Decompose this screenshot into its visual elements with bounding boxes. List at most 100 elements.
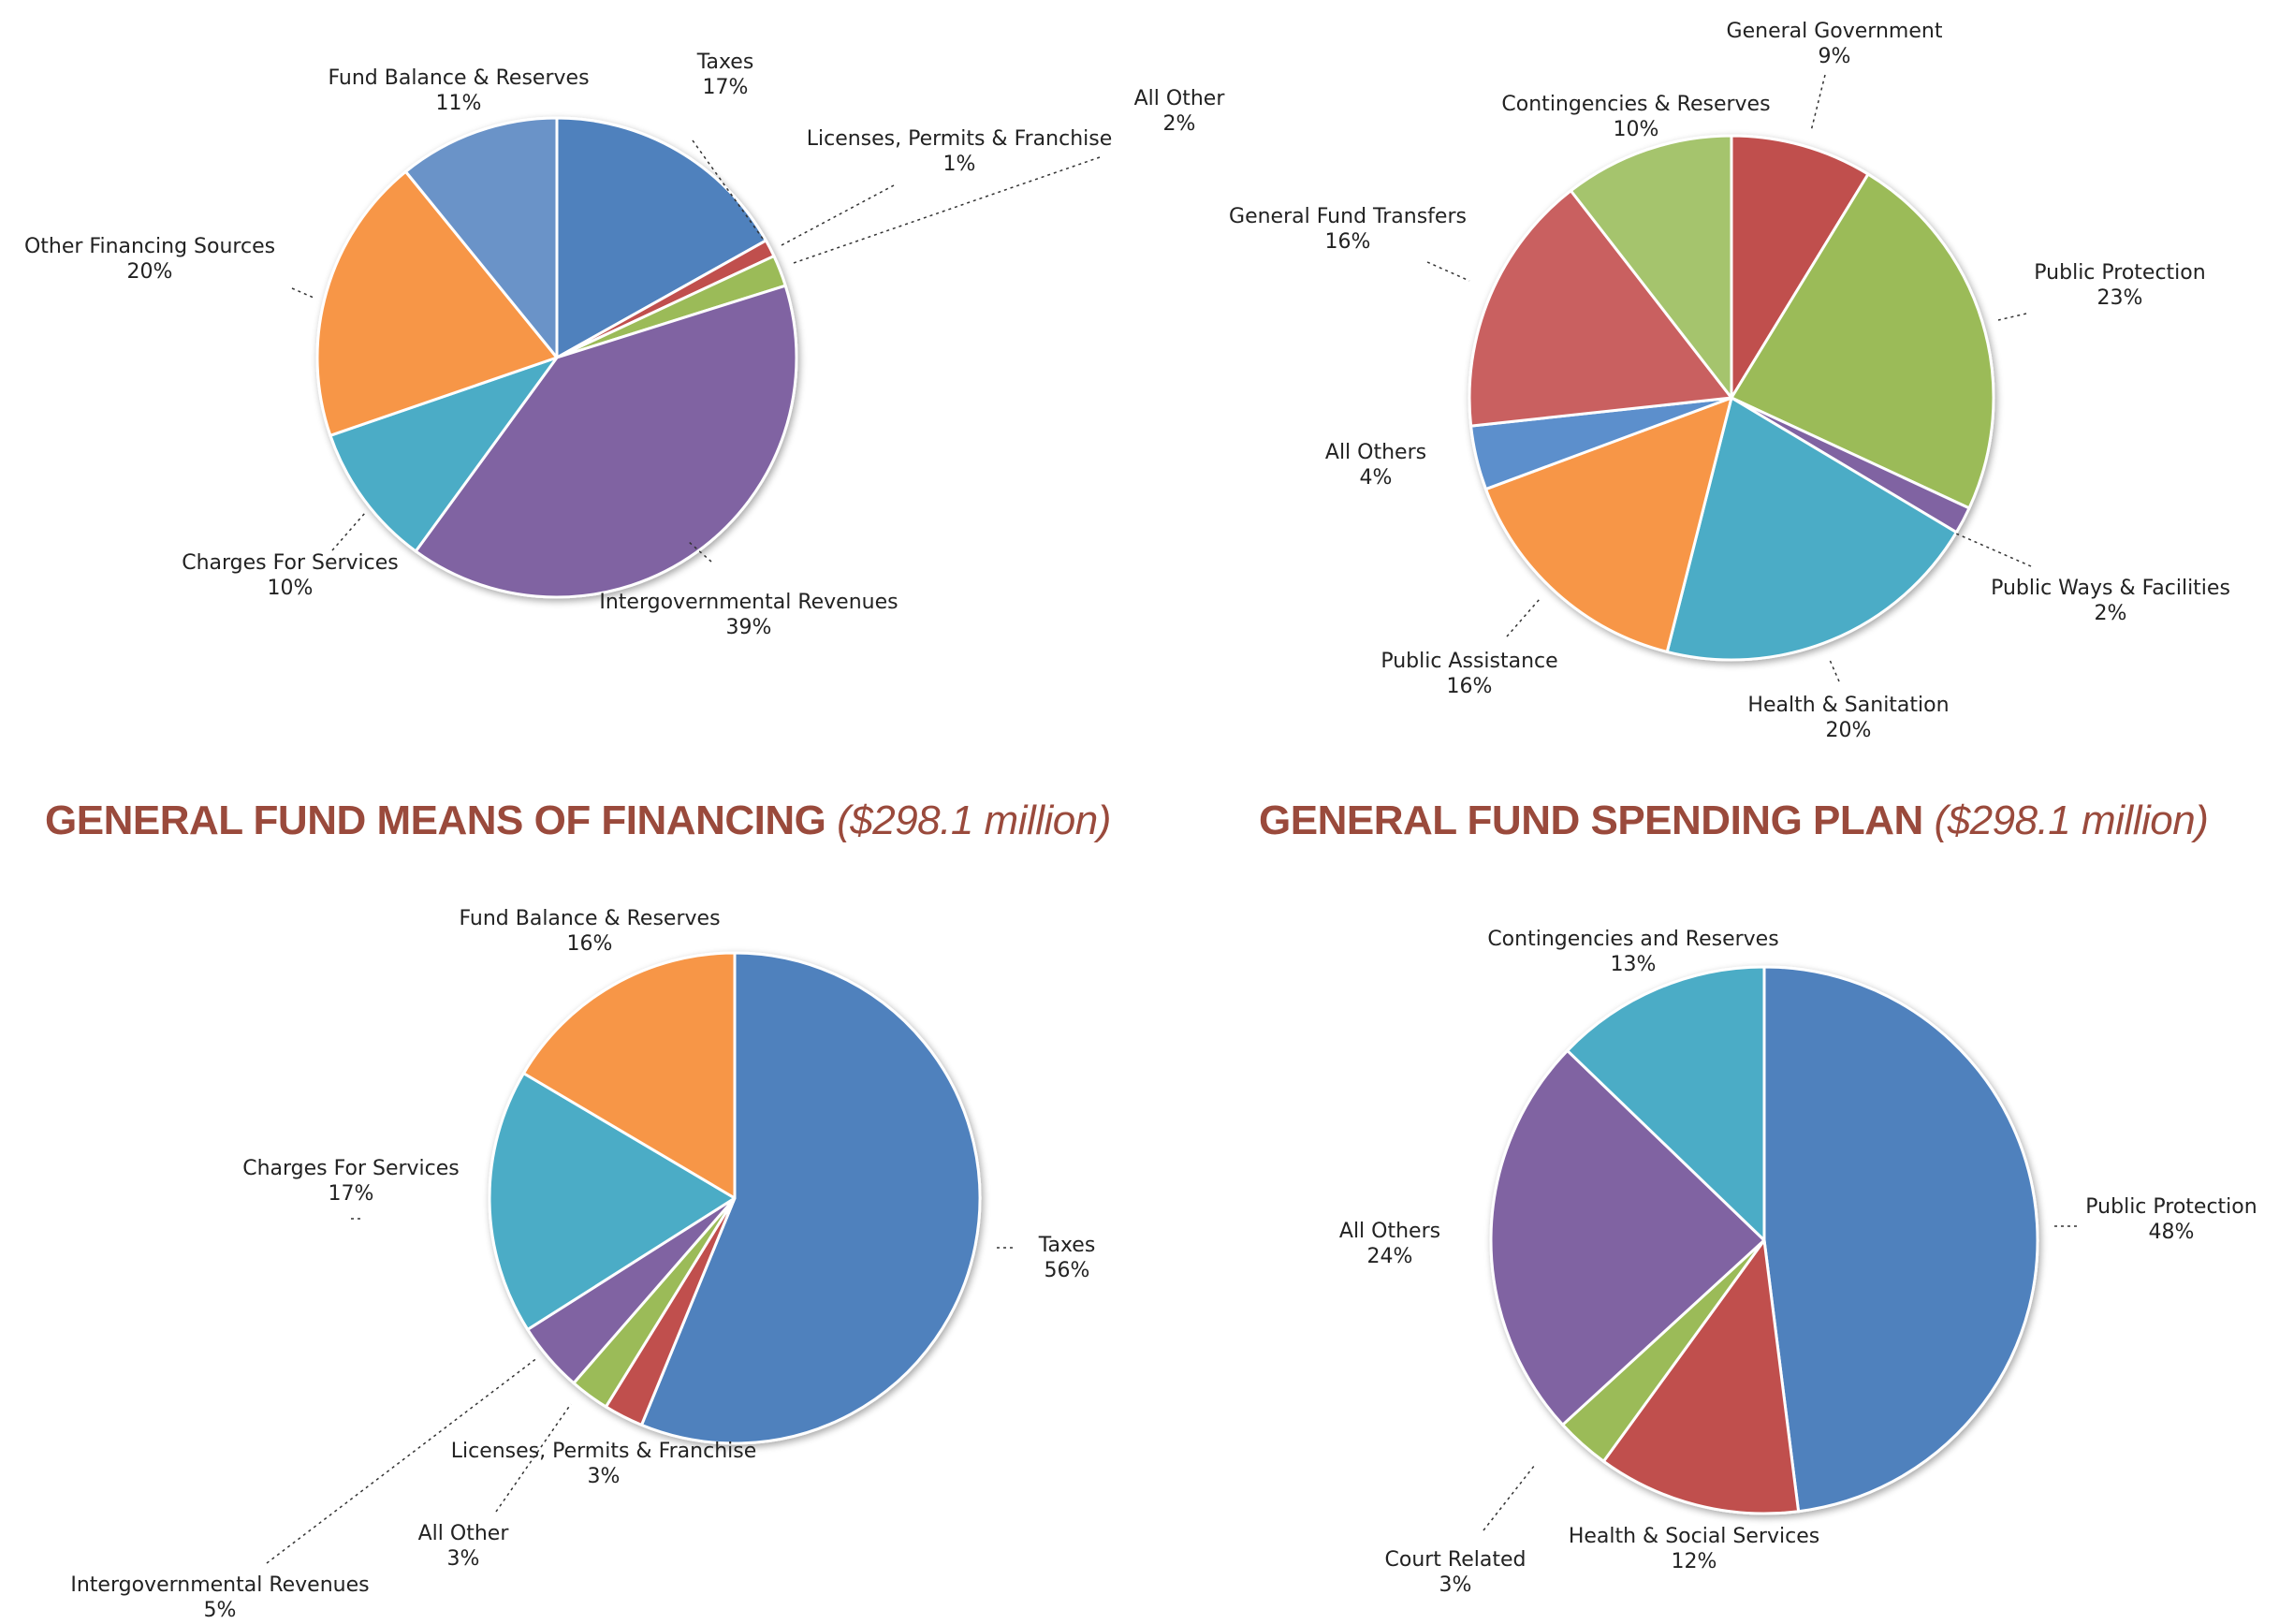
pie-slice-fund-balance-and-reserves xyxy=(521,951,737,1200)
slice-label-name: Charges For Services xyxy=(182,551,399,575)
slice-label-fund-balance-and-reserves: Fund Balance & Reserves 16% xyxy=(459,907,720,956)
pie-slice-other-financing-sources xyxy=(315,169,559,437)
slice-label-percent: 4% xyxy=(1360,466,1393,490)
pie-slice-general-government xyxy=(1730,134,1870,400)
pie-slice-taxes xyxy=(555,116,767,359)
slice-label-percent: 9% xyxy=(1819,45,1851,68)
heading-means-of-financing: GENERAL FUND MEANS OF FINANCING ($298.1 … xyxy=(45,797,1111,850)
pie-slice-contingencies-and-reserves xyxy=(1566,965,1766,1242)
slice-label-name: Licenses, Permits & Franchise xyxy=(807,127,1113,151)
slice-label-all-others: All Others 4% xyxy=(1325,441,1426,490)
slice-label-court-related: Court Related 3% xyxy=(1385,1548,1527,1597)
leader-line-intergovernmental-revenues xyxy=(266,1356,539,1564)
slice-label-percent: 24% xyxy=(1367,1245,1413,1268)
pie-slice-contingencies-and-reserves xyxy=(1569,134,1733,400)
pie-spending-plan-bottom: Public Protection 48% Health & Social Serv… xyxy=(1339,928,2257,1597)
heading-means-of-financing-amount: ($298.1 million) xyxy=(837,797,1111,843)
slice-label-percent: 13% xyxy=(1611,953,1657,976)
slice-label-public-protection: Public Protection 23% xyxy=(2034,261,2205,310)
slice-label-name: General Government xyxy=(1727,20,1943,43)
leader-line-court-related xyxy=(1483,1464,1536,1531)
heading-means-of-financing-title: GENERAL FUND MEANS OF FINANCING xyxy=(45,797,826,843)
slice-label-name: All Others xyxy=(1325,441,1426,464)
pie-slice-public-assistance xyxy=(1484,396,1733,653)
heading-spending-plan-title: GENERAL FUND SPENDING PLAN xyxy=(1259,797,1923,843)
pie-slice-charges-for-services xyxy=(329,356,559,553)
leader-line-general-fund-transfers xyxy=(1426,261,1470,282)
slice-label-intergovernmental-revenues: Intergovernmental Revenues 5% xyxy=(70,1573,369,1622)
slice-label-percent: 20% xyxy=(1826,719,1872,742)
slice-label-public-assistance: Public Assistance 16% xyxy=(1381,650,1557,698)
pie-slice-charges-for-services xyxy=(488,1072,737,1331)
slice-label-all-others: All Others 24% xyxy=(1339,1220,1440,1268)
pie-slice-intergovernmental-revenues xyxy=(414,284,798,599)
slice-label-name: All Others xyxy=(1339,1220,1440,1243)
slice-label-percent: 16% xyxy=(1447,675,1493,698)
slice-label-name: Public Ways & Facilities xyxy=(1991,577,2230,600)
leader-line-public-protection xyxy=(1997,313,2027,321)
leader-line-all-other xyxy=(495,1403,572,1513)
slice-label-name: Fund Balance & Reserves xyxy=(459,907,720,930)
slice-label-percent: 3% xyxy=(447,1547,480,1571)
slice-label-name: All Other xyxy=(1134,87,1226,110)
leader-line-health-and-sanitation xyxy=(1829,659,1840,682)
slice-label-public-protection: Public Protection 48% xyxy=(2085,1195,2257,1244)
heading-spending-plan-amount: ($298.1 million) xyxy=(1934,797,2209,843)
slice-label-percent: 23% xyxy=(2097,286,2143,310)
slice-label-percent: 11% xyxy=(436,92,482,115)
slice-label-name: Licenses, Permits & Franchise xyxy=(451,1440,757,1463)
slice-label-charges-for-services: Charges For Services 17% xyxy=(242,1157,460,1206)
slice-label-contingencies-and-reserves: Contingencies & Reserves 10% xyxy=(1501,93,1770,141)
slice-label-name: Public Assistance xyxy=(1381,650,1557,673)
slice-label-percent: 17% xyxy=(329,1182,374,1206)
slice-label-percent: 10% xyxy=(268,577,314,600)
slice-label-charges-for-services: Charges For Services 10% xyxy=(182,551,399,600)
slice-label-percent: 16% xyxy=(567,932,613,956)
slice-label-name: Health & Sanitation xyxy=(1747,694,1949,717)
pie-means-of-financing-bottom: Taxes 56%Licenses, Permits & Franchise 3%A… xyxy=(70,907,1095,1622)
slice-label-all-other: All Other 3% xyxy=(418,1522,510,1571)
slice-label-licenses-permits-and-franchise: Licenses, Permits & Franchise 1% xyxy=(807,127,1113,176)
heading-spending-plan: GENERAL FUND SPENDING PLAN ($298.1 milli… xyxy=(1259,797,2209,850)
slice-label-percent: 17% xyxy=(703,76,749,99)
slice-label-percent: 56% xyxy=(1045,1259,1090,1282)
pie-spending-plan-top: General Government 9% Public Protection 23%… xyxy=(1229,20,2230,742)
slice-label-percent: 2% xyxy=(1163,112,1196,136)
slice-label-name: General Fund Transfers xyxy=(1229,205,1467,228)
slice-label-percent: 2% xyxy=(2095,602,2127,625)
pie-means-of-financing-top: Taxes 17% Licenses, Permits & Franchise 1% A… xyxy=(24,51,1225,639)
slice-label-contingencies-and-reserves: Contingencies and Reserves 13% xyxy=(1487,928,1778,976)
pie-slices xyxy=(315,116,798,599)
leader-line-charges-for-services xyxy=(331,512,366,551)
leader-line-intergovernmental-revenues xyxy=(687,540,712,563)
slice-label-percent: 20% xyxy=(127,260,173,284)
slice-label-percent: 39% xyxy=(726,616,772,639)
slice-label-percent: 5% xyxy=(204,1599,237,1622)
slice-label-name: Other Financing Sources xyxy=(24,235,275,258)
pie-slice-general-fund-transfers xyxy=(1468,189,1733,428)
leader-line-general-government xyxy=(1810,74,1826,132)
pie-slice-all-others xyxy=(1489,1048,1766,1426)
slice-label-general-fund-transfers: General Fund Transfers 16% xyxy=(1229,205,1467,254)
leader-line-taxes xyxy=(692,139,764,240)
slice-label-percent: 3% xyxy=(1439,1573,1472,1597)
pie-slice-fund-balance-and-reserves xyxy=(404,116,559,359)
slice-label-name: Taxes xyxy=(696,51,754,74)
slice-label-percent: 3% xyxy=(588,1465,621,1488)
slice-label-percent: 1% xyxy=(943,153,976,176)
leader-line-public-ways-and-facilities xyxy=(1955,533,2032,567)
pie-slice-health-and-social-services xyxy=(1601,1238,1801,1515)
slice-label-name: Taxes xyxy=(1038,1234,1096,1257)
leader-line-licenses-permits-and-franchise xyxy=(781,184,895,246)
slice-label-taxes: Taxes 56% xyxy=(1038,1234,1096,1282)
pie-slices xyxy=(1489,965,2039,1515)
slice-label-health-and-sanitation: Health & Sanitation 20% xyxy=(1747,694,1949,742)
slice-label-taxes: Taxes 17% xyxy=(696,51,754,99)
slice-label-name: Court Related xyxy=(1385,1548,1527,1572)
slice-label-licenses-permits-and-franchise: Licenses, Permits & Franchise 3% xyxy=(451,1440,757,1488)
slice-label-percent: 16% xyxy=(1325,230,1371,254)
slice-label-health-and-social-services: Health & Social Services 12% xyxy=(1569,1525,1819,1573)
slice-label-name: Public Protection xyxy=(2085,1195,2257,1219)
pie-slices xyxy=(1468,134,1995,662)
